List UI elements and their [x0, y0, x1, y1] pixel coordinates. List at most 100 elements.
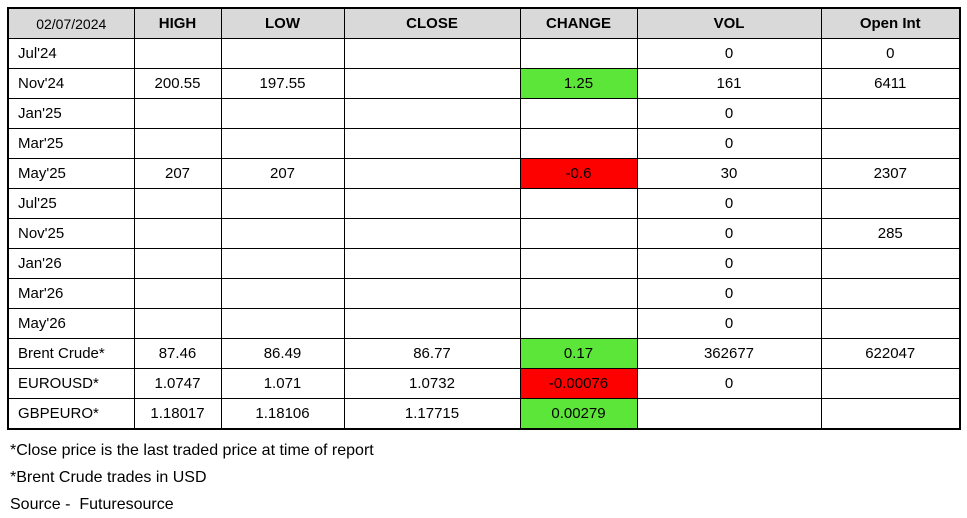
close-cell	[343, 248, 521, 279]
volume-cell: 0	[636, 188, 822, 219]
open-interest-cell	[820, 278, 961, 309]
volume-cell: 0	[636, 278, 822, 309]
high-cell	[133, 278, 222, 309]
table-row: May'25 207 207 -0.6 30 2307	[7, 158, 961, 189]
col-header-open-interest: Open Int	[820, 7, 961, 39]
volume-cell: 0	[636, 98, 822, 129]
low-cell	[220, 38, 345, 69]
low-cell: 1.18106	[220, 398, 345, 430]
open-interest-cell: 0	[820, 38, 961, 69]
open-interest-cell	[820, 308, 961, 339]
contract-label: Nov'24	[7, 68, 135, 99]
high-cell	[133, 98, 222, 129]
table-row: May'26 0	[7, 308, 961, 339]
change-cell	[519, 98, 638, 129]
volume-cell: 30	[636, 158, 822, 189]
high-cell	[133, 188, 222, 219]
volume-cell: 161	[636, 68, 822, 99]
open-interest-cell	[820, 128, 961, 159]
contract-label: Jan'25	[7, 98, 135, 129]
footnotes: *Close price is the last traded price at…	[7, 437, 960, 518]
volume-cell: 0	[636, 308, 822, 339]
low-cell	[220, 278, 345, 309]
open-interest-cell	[820, 248, 961, 279]
report-date: 02/07/2024	[7, 7, 135, 39]
contract-label: May'26	[7, 308, 135, 339]
close-cell	[343, 278, 521, 309]
contract-label: May'25	[7, 158, 135, 189]
high-cell	[133, 218, 222, 249]
table-row: Nov'24 200.55 197.55 1.25 161 6411	[7, 68, 961, 99]
close-cell	[343, 308, 521, 339]
change-cell	[519, 38, 638, 69]
change-cell	[519, 188, 638, 219]
high-cell	[133, 38, 222, 69]
close-cell	[343, 128, 521, 159]
table-row: EUROUSD* 1.0747 1.071 1.0732 -0.00076 0	[7, 368, 961, 399]
table-row: Nov'25 0 285	[7, 218, 961, 249]
volume-cell	[636, 398, 822, 430]
contract-label: Mar'25	[7, 128, 135, 159]
high-cell: 207	[133, 158, 222, 189]
contract-label: Jul'24	[7, 38, 135, 69]
volume-cell: 0	[636, 368, 822, 399]
open-interest-cell	[820, 398, 961, 430]
volume-cell: 0	[636, 248, 822, 279]
change-cell	[519, 308, 638, 339]
close-cell	[343, 68, 521, 99]
table-row: Jul'24 0 0	[7, 38, 961, 69]
col-header-high: HIGH	[133, 7, 222, 39]
open-interest-cell	[820, 98, 961, 129]
change-cell: -0.00076	[519, 368, 638, 399]
table-body: Jul'24 0 0 Nov'24 200.55 197.55 1.25 161…	[7, 38, 961, 430]
change-cell: -0.6	[519, 158, 638, 189]
high-cell	[133, 128, 222, 159]
close-cell: 1.17715	[343, 398, 521, 430]
close-cell: 86.77	[343, 338, 521, 369]
footnote-source: Source - Futuresource	[10, 496, 174, 513]
contract-label: Jan'26	[7, 248, 135, 279]
change-cell	[519, 218, 638, 249]
high-cell: 87.46	[133, 338, 222, 369]
contract-label: Jul'25	[7, 188, 135, 219]
close-cell: 1.0732	[343, 368, 521, 399]
col-header-close: CLOSE	[343, 7, 521, 39]
high-cell	[133, 248, 222, 279]
low-cell	[220, 188, 345, 219]
close-cell	[343, 98, 521, 129]
volume-cell: 0	[636, 38, 822, 69]
contract-label: EUROUSD*	[7, 368, 135, 399]
close-cell	[343, 188, 521, 219]
change-cell: 0.17	[519, 338, 638, 369]
contract-label: Brent Crude*	[7, 338, 135, 369]
contract-label: Mar'26	[7, 278, 135, 309]
table-row: Mar'25 0	[7, 128, 961, 159]
header-row: 02/07/2024 HIGH LOW CLOSE CHANGE VOL Ope…	[7, 7, 961, 39]
table-row: Mar'26 0	[7, 278, 961, 309]
high-cell: 200.55	[133, 68, 222, 99]
low-cell	[220, 128, 345, 159]
low-cell	[220, 98, 345, 129]
low-cell: 1.071	[220, 368, 345, 399]
open-interest-cell	[820, 188, 961, 219]
volume-cell: 0	[636, 218, 822, 249]
footnote-brent-usd: *Brent Crude trades in USD	[10, 469, 207, 486]
contract-label: GBPEURO*	[7, 398, 135, 430]
change-cell	[519, 248, 638, 279]
contract-label: Nov'25	[7, 218, 135, 249]
low-cell: 86.49	[220, 338, 345, 369]
table-row: Jan'25 0	[7, 98, 961, 129]
close-cell	[343, 158, 521, 189]
low-cell: 207	[220, 158, 345, 189]
close-cell	[343, 38, 521, 69]
volume-cell: 0	[636, 128, 822, 159]
table-row: Jul'25 0	[7, 188, 961, 219]
change-cell	[519, 278, 638, 309]
open-interest-cell	[820, 368, 961, 399]
col-header-change: CHANGE	[519, 7, 638, 39]
open-interest-cell: 2307	[820, 158, 961, 189]
high-cell	[133, 308, 222, 339]
table-row: Brent Crude* 87.46 86.49 86.77 0.17 3626…	[7, 338, 961, 369]
report-page: 02/07/2024 HIGH LOW CLOSE CHANGE VOL Ope…	[7, 7, 961, 518]
change-cell: 0.00279	[519, 398, 638, 430]
